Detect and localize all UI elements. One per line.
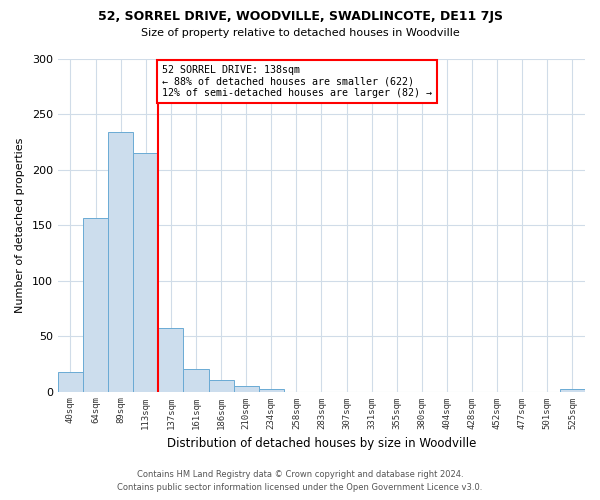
Y-axis label: Number of detached properties: Number of detached properties: [15, 138, 25, 313]
Text: 52, SORREL DRIVE, WOODVILLE, SWADLINCOTE, DE11 7JS: 52, SORREL DRIVE, WOODVILLE, SWADLINCOTE…: [97, 10, 503, 23]
Bar: [233, 386, 259, 392]
Bar: [83, 218, 108, 392]
Bar: [259, 390, 284, 392]
Bar: [560, 390, 585, 392]
Bar: [133, 153, 158, 392]
X-axis label: Distribution of detached houses by size in Woodville: Distribution of detached houses by size …: [167, 437, 476, 450]
Bar: [158, 328, 184, 392]
Bar: [209, 380, 233, 392]
Bar: [58, 372, 83, 392]
Text: 52 SORREL DRIVE: 138sqm
← 88% of detached houses are smaller (622)
12% of semi-d: 52 SORREL DRIVE: 138sqm ← 88% of detache…: [162, 64, 432, 98]
Text: Size of property relative to detached houses in Woodville: Size of property relative to detached ho…: [140, 28, 460, 38]
Bar: [184, 370, 209, 392]
Bar: [108, 132, 133, 392]
Text: Contains HM Land Registry data © Crown copyright and database right 2024.
Contai: Contains HM Land Registry data © Crown c…: [118, 470, 482, 492]
